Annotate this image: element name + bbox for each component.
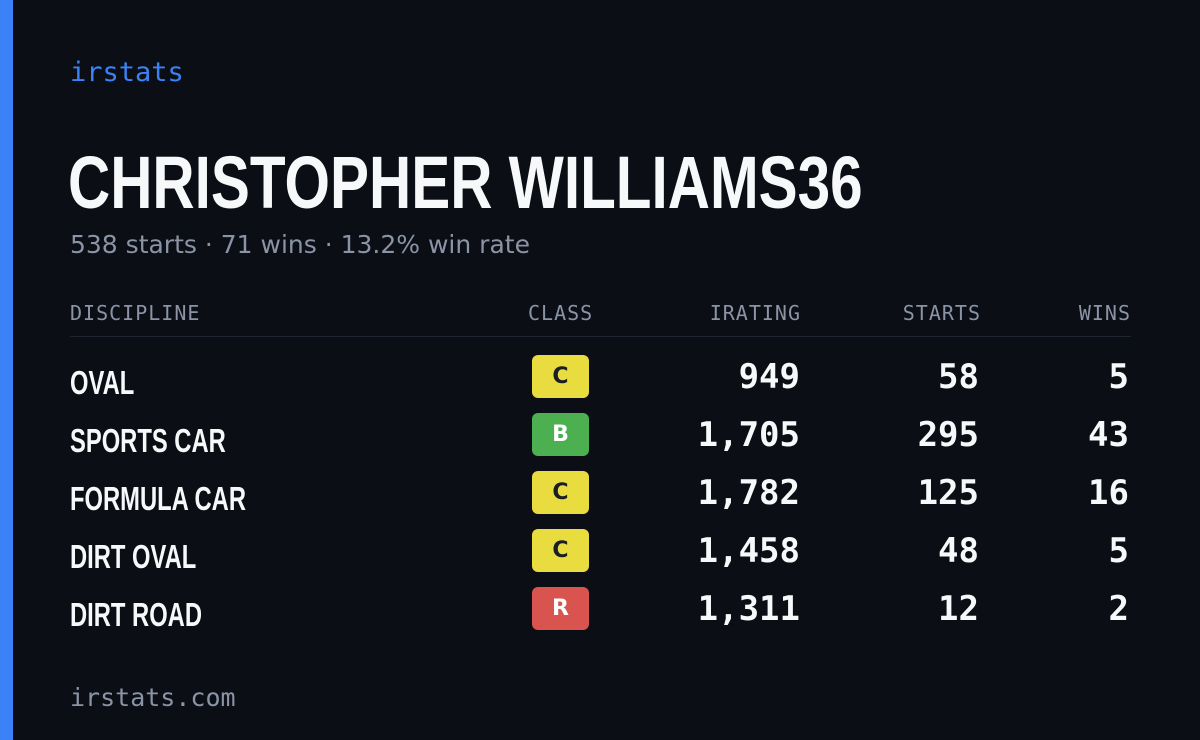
irating-value: 1,311	[697, 589, 800, 629]
starts-value: 125	[917, 473, 979, 513]
irating-value: 1,458	[697, 531, 800, 571]
header-class: CLASS	[528, 301, 594, 325]
wins-value: 16	[1088, 473, 1129, 513]
wins-value: 2	[1108, 589, 1129, 629]
table-row: FORMULA CAR C 1,782 125 16	[70, 467, 1131, 525]
wins-value: 5	[1108, 531, 1129, 571]
starts-value: 12	[938, 589, 979, 629]
table-header: DISCIPLINE CLASS IRATING STARTS WINS	[70, 296, 1131, 337]
wins-value: 5	[1108, 357, 1129, 397]
license-class-badge: C	[532, 471, 589, 514]
wins-value: 43	[1088, 415, 1129, 455]
irating-value: 1,705	[697, 415, 800, 455]
license-class-badge: R	[532, 587, 589, 630]
starts-value: 295	[917, 415, 979, 455]
irating-value: 1,782	[697, 473, 800, 513]
table-body: OVAL C 949 58 5 SPORTS CAR B 1,705 295 43 FORMULA …	[70, 351, 1131, 641]
starts-value: 58	[938, 357, 979, 397]
license-class-badge: C	[532, 355, 589, 398]
header-wins: WINS	[1078, 301, 1131, 325]
header-irating: IRATING	[709, 301, 801, 325]
brand-logo: irstats	[70, 57, 184, 88]
license-class-badge: C	[532, 529, 589, 572]
discipline-name: OVAL	[70, 364, 135, 401]
stats-table: DISCIPLINE CLASS IRATING STARTS WINS OVA…	[70, 296, 1131, 633]
table-row: SPORTS CAR B 1,705 295 43	[70, 409, 1131, 467]
discipline-name: SPORTS CAR	[70, 422, 226, 459]
accent-bar	[0, 0, 13, 740]
footer-url: irstats.com	[70, 683, 236, 712]
discipline-name: DIRT ROAD	[70, 596, 202, 633]
starts-value: 48	[938, 531, 979, 571]
header-starts: STARTS	[902, 301, 981, 325]
driver-name: CHRISTOPHER WILLIAMS36	[68, 141, 863, 224]
table-row: DIRT OVAL C 1,458 48 5	[70, 525, 1131, 583]
discipline-name: DIRT OVAL	[70, 538, 197, 575]
discipline-name: FORMULA CAR	[70, 480, 246, 517]
table-row: OVAL C 949 58 5	[70, 351, 1131, 409]
irating-value: 949	[738, 357, 800, 397]
table-row: DIRT ROAD R 1,311 12 2	[70, 583, 1131, 641]
header-discipline: DISCIPLINE	[70, 301, 201, 325]
license-class-badge: B	[532, 413, 589, 456]
driver-summary: 538 starts · 71 wins · 13.2% win rate	[70, 230, 530, 259]
